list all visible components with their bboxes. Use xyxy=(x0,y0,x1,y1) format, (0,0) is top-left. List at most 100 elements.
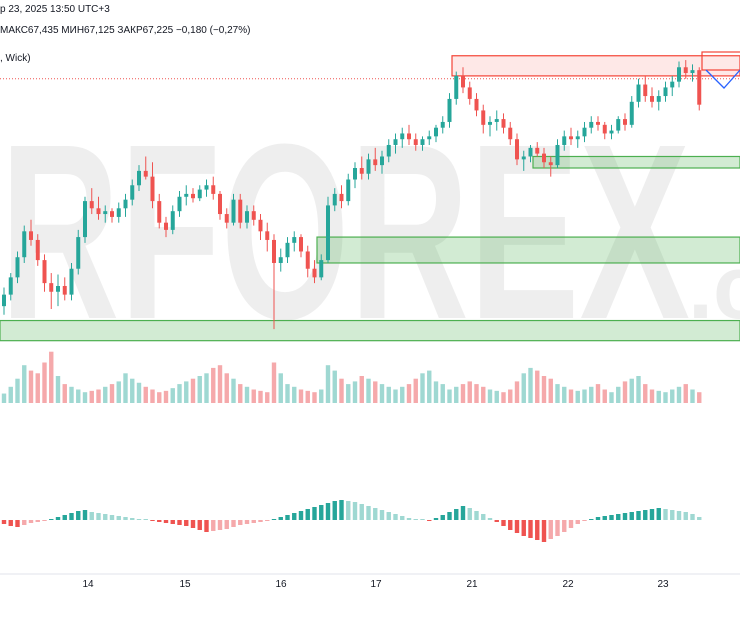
volume-bar xyxy=(555,384,560,403)
volume-bar xyxy=(636,376,641,403)
volume-bar xyxy=(190,378,196,403)
oscillator-bar xyxy=(501,520,506,526)
volume-bar xyxy=(150,389,155,403)
oscillator-bar xyxy=(487,518,493,520)
candle-body xyxy=(69,268,74,295)
oscillator-bar xyxy=(305,509,310,520)
oscillator-bar xyxy=(568,520,574,528)
volume-bar xyxy=(454,386,459,403)
oscillator-bar xyxy=(8,520,13,526)
candle-body xyxy=(42,260,47,284)
oscillator-bar xyxy=(96,513,101,520)
volume-bar xyxy=(1,393,7,403)
volume-bar xyxy=(271,362,277,403)
candle-body xyxy=(508,127,513,140)
oscillator-bar xyxy=(562,520,567,532)
candle-body xyxy=(238,199,243,223)
oscillator-bar xyxy=(535,520,540,540)
volume-bar xyxy=(366,378,371,403)
candle-body xyxy=(305,251,310,269)
oscillator-bar xyxy=(555,520,560,536)
volume-bar xyxy=(440,384,445,403)
candle-body xyxy=(211,185,216,194)
demand-zone xyxy=(532,155,740,169)
candle-body xyxy=(285,242,290,258)
volume-bar xyxy=(82,392,88,403)
candle-body xyxy=(643,84,648,97)
volume-bar xyxy=(76,389,81,403)
oscillator-bar xyxy=(177,520,182,525)
volume-bar xyxy=(400,386,405,403)
candle-body xyxy=(224,214,229,223)
volume-bar xyxy=(433,381,439,403)
oscillator-bar xyxy=(15,520,20,527)
volume-bar xyxy=(109,384,115,403)
oscillator-bar xyxy=(514,520,520,533)
candle-body xyxy=(420,139,425,145)
candle-body xyxy=(56,286,60,292)
oscillator-bar xyxy=(123,517,128,520)
volume-bar xyxy=(197,376,202,403)
volume-bar xyxy=(460,384,466,403)
oscillator-bar xyxy=(116,516,121,520)
volume-bar xyxy=(89,390,94,403)
oscillator-bar xyxy=(643,510,648,520)
candle-body xyxy=(494,119,499,122)
candle-body xyxy=(528,147,533,157)
volume-bar xyxy=(278,373,283,403)
candle-body xyxy=(150,176,155,202)
volume-bar xyxy=(406,384,412,403)
oscillator-bar xyxy=(413,519,418,520)
supply-zone xyxy=(451,55,740,77)
volume-bar xyxy=(238,384,243,403)
volume-bar xyxy=(589,386,594,403)
oscillator-bar xyxy=(184,520,189,526)
oscillator-bar xyxy=(575,520,580,524)
candle-body xyxy=(62,286,67,295)
volume-bar xyxy=(265,392,270,403)
volume-bar xyxy=(427,370,432,403)
volume-bar xyxy=(170,388,175,403)
candle-body xyxy=(548,162,553,166)
oscillator-bar xyxy=(494,520,499,522)
candle-body xyxy=(353,168,357,180)
candle-body xyxy=(447,98,452,122)
candle-body xyxy=(245,211,249,223)
candle-body xyxy=(656,96,661,102)
oscillator-bar xyxy=(454,509,459,520)
candle-body xyxy=(373,159,378,166)
candle-body xyxy=(366,159,371,174)
candle-body xyxy=(515,139,519,160)
candle-body xyxy=(575,136,580,140)
volume-bar xyxy=(339,378,344,403)
volume-bar xyxy=(501,392,506,403)
ohlc-readout: МАКС67,435 МИН67,125 ЗАКР67,225 −0,180 (… xyxy=(0,25,251,36)
candle-body xyxy=(407,133,411,140)
candle-body xyxy=(427,136,432,140)
candle-body xyxy=(265,231,270,240)
candle-body xyxy=(474,98,479,111)
oscillator-bar xyxy=(528,520,533,538)
watermark-suffix: .c xyxy=(688,238,740,338)
volume-bar xyxy=(622,381,628,403)
oscillator-bar xyxy=(238,520,243,525)
oscillator-bar xyxy=(379,510,385,520)
demand-zone xyxy=(0,319,740,342)
oscillator-bar xyxy=(622,513,628,520)
candle-body xyxy=(346,179,351,202)
candle-body xyxy=(467,87,472,99)
oscillator-bar xyxy=(609,515,614,520)
oscillator-bar xyxy=(636,511,641,520)
candle-body xyxy=(96,208,101,215)
candle-body xyxy=(386,144,391,157)
volume-bar xyxy=(683,384,688,403)
x-tick-label: 14 xyxy=(82,579,94,590)
volume-bar xyxy=(143,386,148,403)
oscillator-bar xyxy=(143,519,148,520)
volume-bar xyxy=(312,392,317,403)
candle-body xyxy=(481,110,486,125)
candle-body xyxy=(76,237,81,269)
x-tick-label: 16 xyxy=(275,579,287,590)
x-tick-label: 23 xyxy=(657,579,669,590)
